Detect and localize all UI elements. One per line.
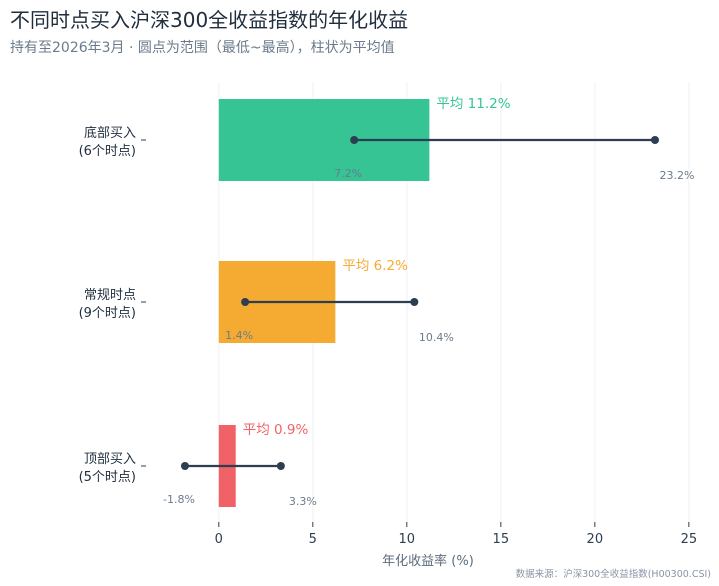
x-tick-label: 25 (681, 532, 698, 547)
chart-title: 不同时点买入沪深300全收益指数的年化收益 (10, 8, 409, 32)
avg-value-label: 平均 0.9% (243, 422, 309, 438)
x-tick-label: 10 (399, 532, 416, 547)
category-sublabel: (5个时点) (79, 470, 136, 485)
category-sublabel: (6个时点) (79, 144, 136, 159)
data-source-note: 数据来源：沪深300全收益指数(H00300.CSI) (515, 569, 711, 580)
range-min-point (180, 462, 189, 470)
range-min-point (350, 136, 359, 144)
x-tick-label: 5 (309, 532, 317, 547)
x-tick-label: 0 (215, 532, 223, 547)
range-max-point (410, 298, 419, 306)
range-min-label: -1.8% (163, 493, 195, 506)
category-label: 常规时点 (84, 288, 136, 303)
range-max-label: 3.3% (289, 495, 317, 508)
range-min-label: 1.4% (225, 329, 253, 342)
range-min-point (241, 298, 250, 306)
range-max-point (650, 136, 659, 144)
chart-subtitle: 持有至2026年3月 · 圆点为范围（最低~最高），柱状为平均值 (10, 40, 395, 56)
x-axis-label: 年化收益率 (%) (382, 553, 474, 569)
x-tick-label: 15 (493, 532, 510, 547)
range-max-label: 10.4% (419, 331, 454, 344)
range-max-label: 23.2% (660, 169, 695, 182)
category-label: 顶部买入 (84, 452, 136, 467)
range-max-point (276, 462, 285, 470)
category-label: 底部买入 (84, 125, 136, 141)
avg-value-label: 平均 6.2% (342, 258, 408, 274)
range-min-label: 7.2% (334, 167, 362, 180)
x-tick-label: 20 (587, 532, 604, 547)
avg-value-label: 平均 11.2% (436, 96, 510, 112)
category-sublabel: (9个时点) (79, 306, 136, 321)
